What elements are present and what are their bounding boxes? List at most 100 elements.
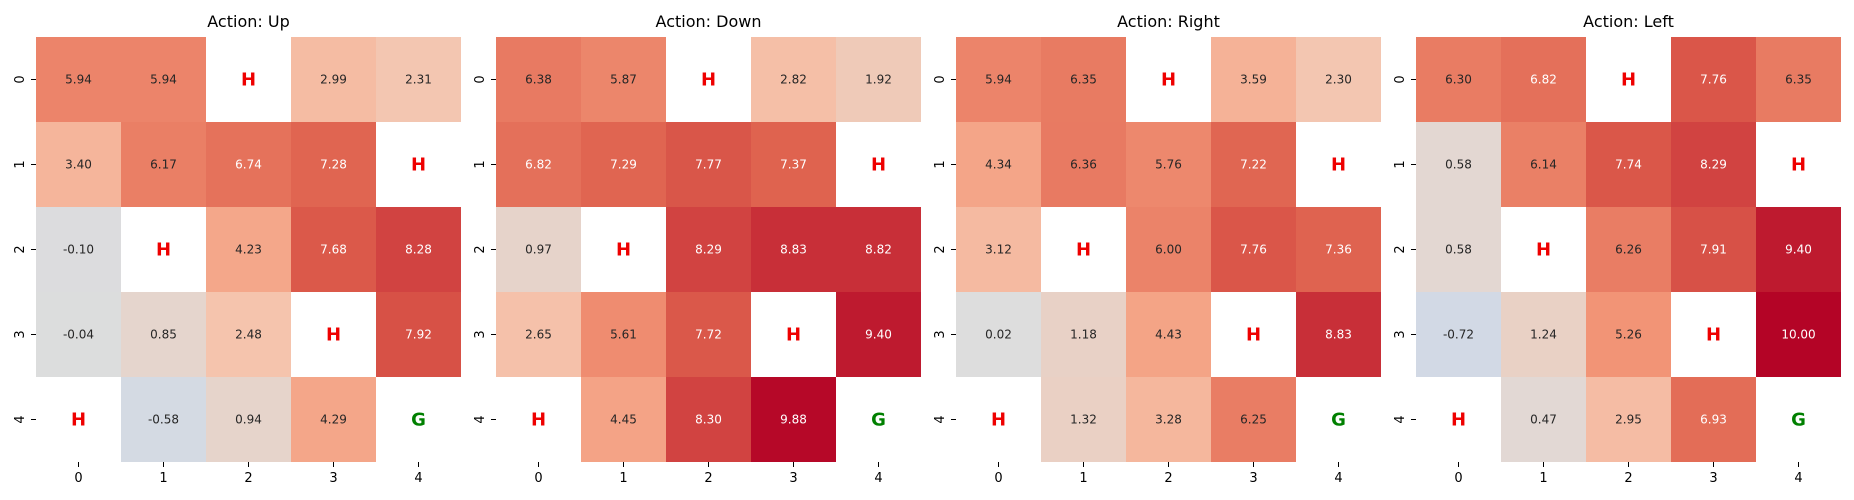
hole-marker: H xyxy=(616,240,631,261)
heatmap-cell xyxy=(496,37,581,122)
x-tick-label: 3 xyxy=(789,471,797,486)
cell-value-label: -0.10 xyxy=(63,243,94,257)
heatmap-cell xyxy=(1756,292,1841,377)
y-tick-label: 1 xyxy=(933,160,948,168)
cell-value-label: 6.26 xyxy=(1615,243,1642,257)
cell-value-label: 8.82 xyxy=(865,243,892,257)
y-tick-label: 2 xyxy=(473,245,488,253)
heatmap-cell xyxy=(836,37,921,122)
cell-value-label: -0.72 xyxy=(1443,328,1474,342)
cell-value-label: 5.76 xyxy=(1155,158,1182,172)
cell-value-label: 5.94 xyxy=(985,73,1012,87)
empty-cell xyxy=(1756,377,1841,462)
empty-cell xyxy=(206,37,291,122)
cell-value-label: 3.59 xyxy=(1240,73,1267,87)
x-tick-label: 0 xyxy=(534,471,542,486)
y-tick-label: 0 xyxy=(473,75,488,83)
cell-value-label: 2.82 xyxy=(780,73,807,87)
empty-cell xyxy=(836,377,921,462)
cell-value-label: 2.99 xyxy=(320,73,347,87)
x-tick-label: 1 xyxy=(159,471,167,486)
empty-cell xyxy=(1296,377,1381,462)
y-tick-label: 2 xyxy=(933,245,948,253)
heatmap-cell xyxy=(206,292,291,377)
empty-cell xyxy=(1211,292,1296,377)
empty-cell xyxy=(581,207,666,292)
heatmap-cell xyxy=(291,122,376,207)
heatmap-cell xyxy=(121,37,206,122)
cell-value-label: 2.65 xyxy=(525,328,552,342)
panel-title: Action: Left xyxy=(1583,12,1674,31)
y-tick-label: 3 xyxy=(13,330,28,338)
heatmap-cell xyxy=(956,292,1041,377)
empty-cell xyxy=(666,37,751,122)
cell-value-label: 9.40 xyxy=(865,328,892,342)
hole-marker: H xyxy=(156,240,171,261)
cell-value-label: 8.83 xyxy=(780,243,807,257)
cell-value-label: 6.82 xyxy=(1530,73,1557,87)
cell-value-label: 9.40 xyxy=(1785,243,1812,257)
cell-value-label: 7.68 xyxy=(320,243,347,257)
cell-value-label: 2.30 xyxy=(1325,73,1352,87)
cell-value-label: 7.76 xyxy=(1240,243,1267,257)
goal-marker: G xyxy=(1791,410,1806,431)
heatmap-cell xyxy=(1296,207,1381,292)
cell-value-label: 6.82 xyxy=(525,158,552,172)
hole-marker: H xyxy=(531,410,546,431)
x-tick-label: 3 xyxy=(1709,471,1717,486)
heatmap-cell xyxy=(1211,122,1296,207)
cell-value-label: 4.29 xyxy=(320,413,347,427)
hole-marker: H xyxy=(1246,325,1261,346)
x-tick-label: 4 xyxy=(874,471,882,486)
y-tick-label: 4 xyxy=(1393,415,1408,423)
heatmap-cell xyxy=(206,377,291,462)
cell-value-label: -0.58 xyxy=(148,413,179,427)
heatmap-cell xyxy=(291,37,376,122)
heatmap-cell xyxy=(1126,377,1211,462)
cell-value-label: 6.25 xyxy=(1240,413,1267,427)
heatmap-cell xyxy=(121,292,206,377)
heatmap-cell xyxy=(36,37,121,122)
hole-marker: H xyxy=(1536,240,1551,261)
heatmap-cell xyxy=(1501,292,1586,377)
empty-cell xyxy=(121,207,206,292)
x-tick-label: 2 xyxy=(244,471,252,486)
heatmap-cell xyxy=(581,377,666,462)
cell-value-label: 4.34 xyxy=(985,158,1012,172)
heatmap-cell xyxy=(1501,122,1586,207)
x-tick-label: 4 xyxy=(1794,471,1802,486)
cell-value-label: 1.24 xyxy=(1530,328,1557,342)
cell-value-label: 1.18 xyxy=(1070,328,1097,342)
x-tick-label: 1 xyxy=(619,471,627,486)
x-tick-label: 4 xyxy=(1334,471,1342,486)
hole-marker: H xyxy=(701,70,716,91)
heatmap-cell xyxy=(1671,37,1756,122)
heatmap-cell xyxy=(1756,37,1841,122)
heatmap-cell xyxy=(1211,37,1296,122)
heatmap-cell xyxy=(376,207,461,292)
cell-value-label: 7.91 xyxy=(1700,243,1727,257)
cell-value-label: 7.22 xyxy=(1240,158,1267,172)
y-tick-label: 2 xyxy=(1393,245,1408,253)
empty-cell xyxy=(496,377,581,462)
cell-value-label: 0.94 xyxy=(235,413,262,427)
empty-cell xyxy=(956,377,1041,462)
heatmap-cell xyxy=(1126,122,1211,207)
cell-value-label: 6.30 xyxy=(1445,73,1472,87)
heatmap-cell xyxy=(1211,377,1296,462)
heatmap-cell xyxy=(1416,37,1501,122)
cell-value-label: 2.48 xyxy=(235,328,262,342)
hole-marker: H xyxy=(1451,410,1466,431)
empty-cell xyxy=(376,122,461,207)
cell-value-label: 6.17 xyxy=(150,158,177,172)
empty-cell xyxy=(1501,207,1586,292)
panel-title: Action: Right xyxy=(1117,12,1220,31)
cell-value-label: 7.36 xyxy=(1325,243,1352,257)
heatmap-cell xyxy=(751,37,836,122)
empty-cell xyxy=(836,122,921,207)
heatmap-cell xyxy=(1671,207,1756,292)
cell-value-label: 0.02 xyxy=(985,328,1012,342)
cell-value-label: 5.26 xyxy=(1615,328,1642,342)
heatmap-cell xyxy=(1041,292,1126,377)
empty-cell xyxy=(291,292,376,377)
